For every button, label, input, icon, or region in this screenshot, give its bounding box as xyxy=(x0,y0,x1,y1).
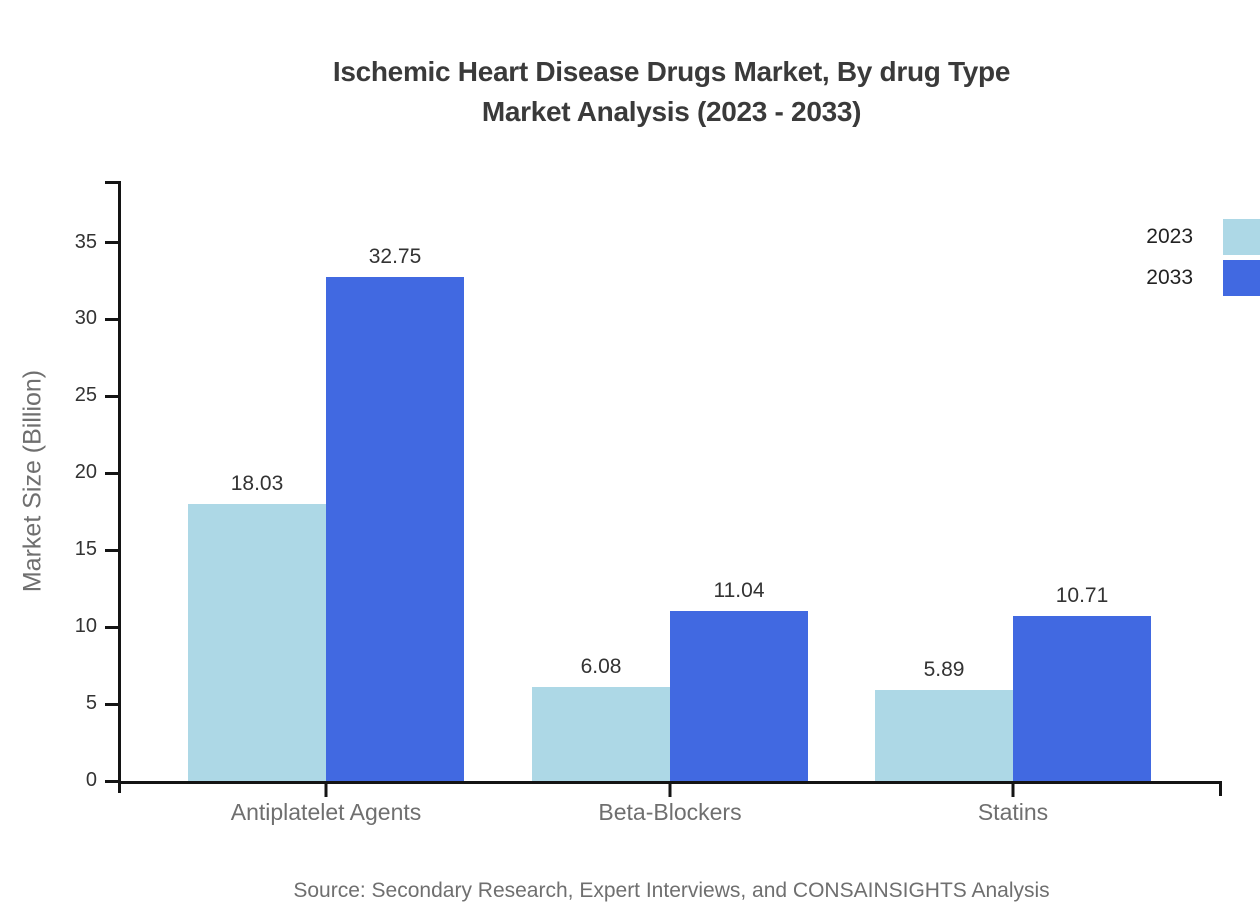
y-tick-label: 25 xyxy=(74,384,97,407)
y-tick-label: 15 xyxy=(74,538,97,561)
legend-row-2023: 2023 xyxy=(1146,219,1260,255)
legend-label-2033: 2033 xyxy=(1146,266,1193,289)
y-tick-mark xyxy=(105,241,118,245)
legend-swatch-2023 xyxy=(1223,219,1260,255)
legend: 2023 2033 xyxy=(1146,219,1260,296)
category-label-antiplatelet-agents: Antiplatelet Agents xyxy=(230,799,422,825)
y-tick-label: 10 xyxy=(74,615,97,638)
y-tick-mark xyxy=(105,317,118,321)
legend-label-2023: 2023 xyxy=(1146,225,1193,248)
bar-2033-antiplatelet-agents xyxy=(326,277,464,781)
category-label-beta-blockers: Beta-Blockers xyxy=(598,799,742,825)
bar-value-label: 10.71 xyxy=(1055,584,1109,608)
plot-area: 0 5 10 15 20 25 30 35 18.03 32.75 6.08 11.04 5.89 10… xyxy=(75,181,1222,825)
x-tick-mark xyxy=(1011,784,1015,797)
chart-title-line-1: Ischemic Heart Disease Drugs Market, By … xyxy=(332,56,1011,87)
chart-title-line-2: Market Analysis (2023 - 2033) xyxy=(481,96,862,127)
bar-2023-antiplatelet-agents xyxy=(188,503,326,781)
y-tick-mark xyxy=(105,471,118,475)
legend-swatch-2033 xyxy=(1223,260,1260,296)
y-tick-mark xyxy=(105,779,118,783)
y-tick-mark xyxy=(105,625,118,629)
y-tick-mark xyxy=(105,548,118,552)
y-tick-label: 0 xyxy=(85,769,97,791)
chart-title: Ischemic Heart Disease Drugs Market, By … xyxy=(121,52,1222,132)
category-label-statins: Statins xyxy=(977,799,1049,825)
bar-value-label: 32.75 xyxy=(368,245,422,269)
y-axis-top-cap xyxy=(105,181,118,184)
legend-row-2033: 2033 xyxy=(1146,260,1260,296)
bar-2033-statins xyxy=(1013,616,1151,781)
y-tick-mark xyxy=(105,702,118,706)
bar-value-label: 11.04 xyxy=(713,579,765,603)
bar-2023-statins xyxy=(875,690,1013,781)
x-tick-mark xyxy=(324,784,328,797)
y-tick-mark xyxy=(105,394,118,398)
bar-value-label: 6.08 xyxy=(580,655,622,679)
y-axis-line xyxy=(118,181,121,793)
x-axis-end-cap xyxy=(1219,781,1222,796)
y-tick-label: 35 xyxy=(74,230,97,253)
source-note: Source: Secondary Research, Expert Inter… xyxy=(293,879,1050,902)
y-tick-label: 20 xyxy=(74,461,97,484)
y-tick-label: 5 xyxy=(85,692,97,715)
bar-2033-beta-blockers xyxy=(670,611,808,781)
bar-value-label: 5.89 xyxy=(923,658,965,682)
x-axis-line xyxy=(118,781,1222,784)
bar-value-label: 18.03 xyxy=(230,471,284,495)
y-tick-label: 30 xyxy=(74,307,97,330)
x-tick-mark xyxy=(668,784,672,797)
bar-2023-beta-blockers xyxy=(532,687,670,781)
